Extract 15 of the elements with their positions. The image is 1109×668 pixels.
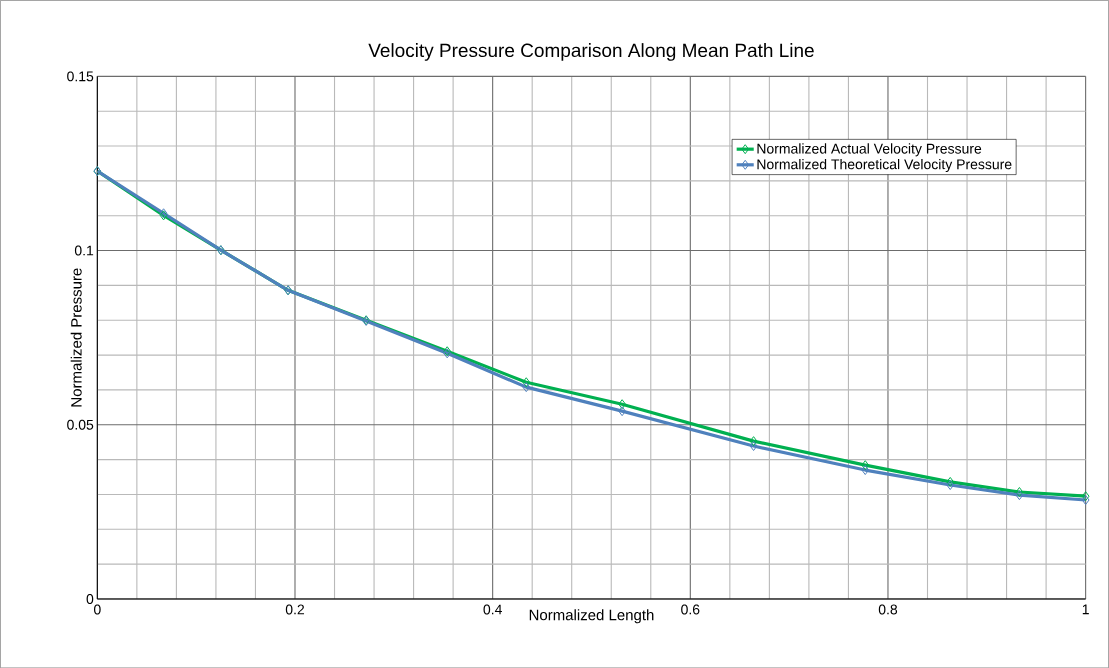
x-tick-label: 0.6	[681, 604, 700, 615]
y-tick-label: 0.05	[67, 419, 94, 430]
x-tick-label: 0.8	[878, 604, 898, 615]
x-tick-label: 1	[1082, 604, 1089, 614]
y-axis-title: Normalized Pressure	[70, 268, 82, 407]
chart-title: Velocity Pressure Comparison Along Mean Path Line	[368, 42, 814, 61]
y-tick-label: 0	[86, 593, 94, 604]
legend-label: Normalized Actual Velocity Pressure	[757, 143, 982, 157]
y-tick-label: 0.15	[67, 71, 94, 82]
x-tick-label: 0	[93, 604, 101, 615]
x-tick-label: 0.2	[285, 604, 305, 615]
y-tick-label: 0.1	[74, 245, 94, 256]
legend-label: Normalized Theoretical Velocity Pressure	[757, 158, 1012, 172]
x-axis-title: Normalized Length	[529, 609, 654, 624]
x-tick-label: 0.4	[483, 604, 502, 615]
